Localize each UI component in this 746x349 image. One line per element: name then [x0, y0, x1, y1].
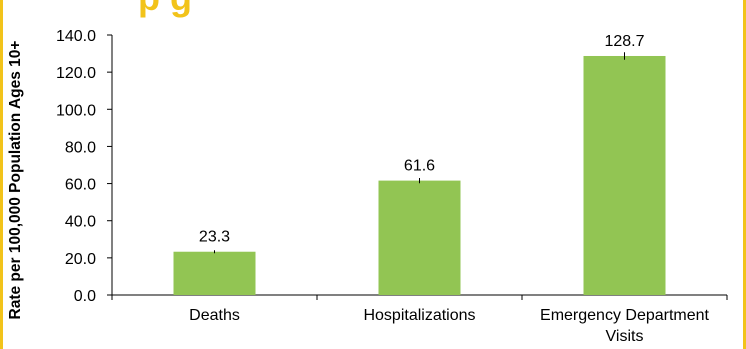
y-tick-label: 40.0 [65, 214, 96, 231]
y-tick-label: 140.0 [56, 28, 96, 45]
y-tick-label: 20.0 [65, 251, 96, 268]
y-tick-label: 100.0 [56, 102, 96, 119]
y-tick-label: 60.0 [65, 177, 96, 194]
bar [379, 181, 461, 295]
y-tick-label: 120.0 [56, 65, 96, 82]
y-tick-label: 80.0 [65, 139, 96, 156]
x-tick-label: Hospitalizations [363, 307, 475, 324]
x-tick-label: Visits [606, 328, 644, 345]
data-label: 23.3 [199, 229, 230, 246]
data-label: 61.6 [404, 158, 435, 175]
x-tick-label: Deaths [189, 307, 240, 324]
y-tick-label: 0.0 [74, 288, 96, 305]
data-label: 128.7 [604, 33, 644, 50]
bar [584, 56, 666, 295]
x-tick-label: Emergency Department [540, 307, 710, 324]
bar [174, 252, 256, 295]
